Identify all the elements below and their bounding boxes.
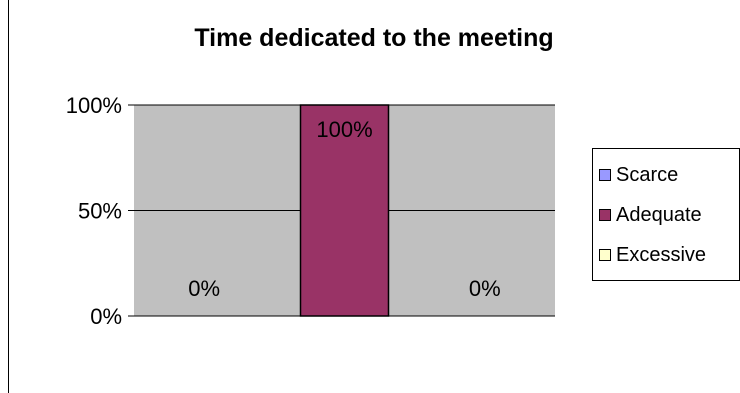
chart-title: Time dedicated to the meeting [194,24,554,52]
legend: Scarce Adequate Excessive [592,148,740,281]
legend-label: Scarce [616,163,679,186]
chart-area: Time dedicated to the meeting Scarce Ade… [8,0,740,393]
y-tick-label: 0% [90,304,122,329]
legend-label: Adequate [616,203,702,226]
legend-swatch [599,169,611,181]
legend-swatch [599,209,611,221]
bar-adequate [299,104,390,317]
data-label: 0% [188,276,220,301]
legend-label: Excessive [616,243,707,266]
legend-item-scarce: Scarce [599,155,739,195]
legend-swatch [599,249,611,261]
data-label: 100% [316,117,372,142]
data-label: 0% [469,276,501,301]
legend-item-adequate: Adequate [599,195,739,235]
y-tick-label: 100% [66,93,122,118]
y-tick-label: 50% [78,199,122,224]
legend-item-excessive: Excessive [599,235,739,275]
